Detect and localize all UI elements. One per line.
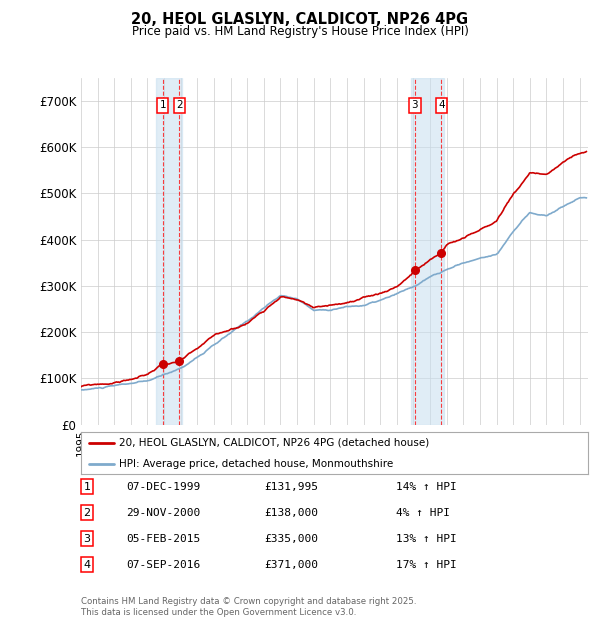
Text: 13% ↑ HPI: 13% ↑ HPI [396, 534, 457, 544]
Text: 3: 3 [83, 534, 91, 544]
Text: £131,995: £131,995 [264, 482, 318, 492]
Bar [156, 78, 182, 425]
Text: 17% ↑ HPI: 17% ↑ HPI [396, 560, 457, 570]
Text: 3: 3 [412, 100, 418, 110]
Text: £335,000: £335,000 [264, 534, 318, 544]
Text: 4: 4 [438, 100, 445, 110]
Text: 20, HEOL GLASLYN, CALDICOT, NP26 4PG (detached house): 20, HEOL GLASLYN, CALDICOT, NP26 4PG (de… [119, 438, 429, 448]
Text: 4% ↑ HPI: 4% ↑ HPI [396, 508, 450, 518]
Text: 07-SEP-2016: 07-SEP-2016 [126, 560, 200, 570]
Bar [411, 78, 444, 425]
Text: £138,000: £138,000 [264, 508, 318, 518]
Text: 20, HEOL GLASLYN, CALDICOT, NP26 4PG: 20, HEOL GLASLYN, CALDICOT, NP26 4PG [131, 12, 469, 27]
Text: 4: 4 [83, 560, 91, 570]
Text: 1: 1 [160, 100, 166, 110]
Text: 2: 2 [176, 100, 182, 110]
Text: 1: 1 [83, 482, 91, 492]
Text: Contains HM Land Registry data © Crown copyright and database right 2025.
This d: Contains HM Land Registry data © Crown c… [81, 598, 416, 617]
Text: 2: 2 [83, 508, 91, 518]
Text: 29-NOV-2000: 29-NOV-2000 [126, 508, 200, 518]
Text: 07-DEC-1999: 07-DEC-1999 [126, 482, 200, 492]
Text: 14% ↑ HPI: 14% ↑ HPI [396, 482, 457, 492]
Text: HPI: Average price, detached house, Monmouthshire: HPI: Average price, detached house, Monm… [119, 459, 393, 469]
Text: Price paid vs. HM Land Registry's House Price Index (HPI): Price paid vs. HM Land Registry's House … [131, 25, 469, 38]
Text: 05-FEB-2015: 05-FEB-2015 [126, 534, 200, 544]
Text: £371,000: £371,000 [264, 560, 318, 570]
